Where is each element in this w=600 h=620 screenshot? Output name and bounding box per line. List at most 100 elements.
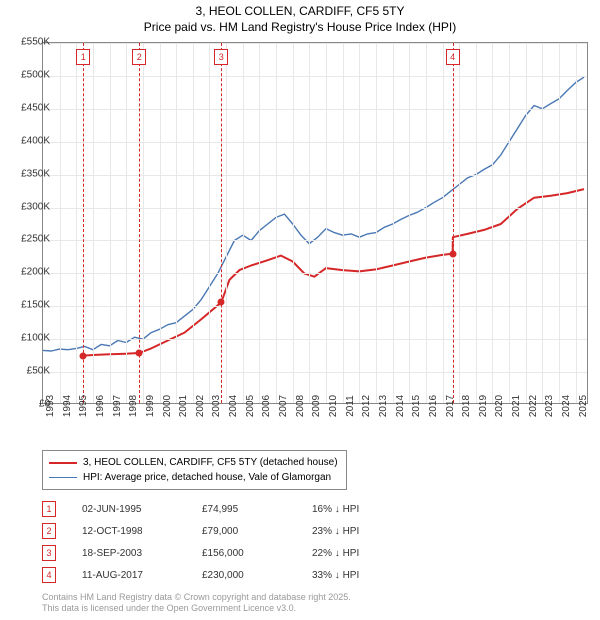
legend-swatch	[49, 462, 77, 464]
title-line-2: Price paid vs. HM Land Registry's House …	[0, 20, 600, 36]
x-tick-label: 2007	[278, 395, 289, 417]
sales-row-price: £79,000	[202, 526, 312, 537]
grid-v	[509, 43, 510, 403]
series-hpi	[43, 77, 584, 351]
x-tick-label: 2008	[295, 395, 306, 417]
sales-row: 318-SEP-2003£156,00022% ↓ HPI	[42, 542, 359, 564]
sale-vline	[453, 43, 454, 403]
sale-marker-dot	[218, 299, 225, 306]
grid-h	[43, 142, 587, 143]
sales-table: 102-JUN-1995£74,99516% ↓ HPI212-OCT-1998…	[42, 498, 359, 586]
grid-v	[576, 43, 577, 403]
x-tick-label: 2017	[445, 395, 456, 417]
y-tick-label: £100K	[10, 333, 50, 344]
grid-v	[176, 43, 177, 403]
grid-h	[43, 372, 587, 373]
sale-marker-dot	[449, 250, 456, 257]
sales-row-diff: 22% ↓ HPI	[312, 548, 359, 559]
legend-row: 3, HEOL COLLEN, CARDIFF, CF5 5TY (detach…	[49, 455, 338, 470]
x-tick-label: 1994	[62, 395, 73, 417]
x-tick-label: 2025	[578, 395, 589, 417]
x-tick-label: 2010	[328, 395, 339, 417]
chart-area: 1234	[42, 42, 588, 404]
grid-h	[43, 240, 587, 241]
x-tick-label: 2003	[211, 395, 222, 417]
grid-h	[43, 306, 587, 307]
grid-v	[276, 43, 277, 403]
x-tick-label: 2013	[378, 395, 389, 417]
grid-v	[542, 43, 543, 403]
grid-v	[193, 43, 194, 403]
legend: 3, HEOL COLLEN, CARDIFF, CF5 5TY (detach…	[42, 450, 347, 490]
sales-row-diff: 33% ↓ HPI	[312, 570, 359, 581]
sales-row-date: 12-OCT-1998	[82, 526, 202, 537]
x-tick-label: 2016	[428, 395, 439, 417]
x-tick-label: 2009	[311, 395, 322, 417]
x-tick-label: 1996	[95, 395, 106, 417]
grid-v	[110, 43, 111, 403]
grid-v	[160, 43, 161, 403]
y-tick-label: £150K	[10, 300, 50, 311]
y-tick-label: £550K	[10, 37, 50, 48]
y-tick-label: £50K	[10, 366, 50, 377]
legend-swatch	[49, 477, 77, 478]
legend-label: HPI: Average price, detached house, Vale…	[83, 470, 331, 485]
title-line-1: 3, HEOL COLLEN, CARDIFF, CF5 5TY	[0, 4, 600, 20]
x-tick-label: 2014	[395, 395, 406, 417]
sales-row-badge: 1	[42, 501, 56, 517]
series-svg	[43, 43, 589, 405]
grid-h	[43, 208, 587, 209]
x-tick-label: 2018	[461, 395, 472, 417]
x-tick-label: 2021	[511, 395, 522, 417]
legend-row: HPI: Average price, detached house, Vale…	[49, 470, 338, 485]
grid-v	[226, 43, 227, 403]
sales-row-price: £156,000	[202, 548, 312, 559]
grid-v	[526, 43, 527, 403]
grid-v	[426, 43, 427, 403]
grid-v	[343, 43, 344, 403]
grid-h	[43, 76, 587, 77]
x-tick-label: 2015	[411, 395, 422, 417]
sale-badge: 1	[76, 49, 90, 65]
y-tick-label: £450K	[10, 102, 50, 113]
grid-v	[309, 43, 310, 403]
sale-badge: 2	[132, 49, 146, 65]
grid-v	[293, 43, 294, 403]
y-tick-label: £200K	[10, 267, 50, 278]
sales-row-badge: 3	[42, 545, 56, 561]
y-tick-label: £350K	[10, 168, 50, 179]
grid-v	[126, 43, 127, 403]
x-tick-label: 2020	[494, 395, 505, 417]
x-tick-label: 1995	[78, 395, 89, 417]
x-tick-label: 2024	[561, 395, 572, 417]
grid-v	[243, 43, 244, 403]
legend-label: 3, HEOL COLLEN, CARDIFF, CF5 5TY (detach…	[83, 455, 338, 470]
grid-v	[492, 43, 493, 403]
grid-h	[43, 175, 587, 176]
x-tick-label: 2001	[178, 395, 189, 417]
sales-row-date: 11-AUG-2017	[82, 570, 202, 581]
grid-v	[93, 43, 94, 403]
sales-row: 102-JUN-1995£74,99516% ↓ HPI	[42, 498, 359, 520]
y-tick-label: £0	[10, 399, 50, 410]
sales-row-price: £230,000	[202, 570, 312, 581]
sales-row-badge: 4	[42, 567, 56, 583]
footer-line-2: This data is licensed under the Open Gov…	[42, 603, 351, 614]
grid-h	[43, 43, 587, 44]
grid-v	[476, 43, 477, 403]
sales-row-diff: 16% ↓ HPI	[312, 504, 359, 515]
x-tick-label: 1998	[128, 395, 139, 417]
grid-v	[326, 43, 327, 403]
grid-v	[259, 43, 260, 403]
x-tick-label: 2012	[361, 395, 372, 417]
sale-badge: 3	[214, 49, 228, 65]
grid-v	[393, 43, 394, 403]
grid-h	[43, 273, 587, 274]
x-tick-label: 2011	[345, 395, 356, 417]
footer-line-1: Contains HM Land Registry data © Crown c…	[42, 592, 351, 603]
footer: Contains HM Land Registry data © Crown c…	[42, 592, 351, 615]
sale-marker-dot	[136, 350, 143, 357]
plot-area: 1234	[42, 42, 588, 404]
grid-v	[443, 43, 444, 403]
grid-v	[60, 43, 61, 403]
